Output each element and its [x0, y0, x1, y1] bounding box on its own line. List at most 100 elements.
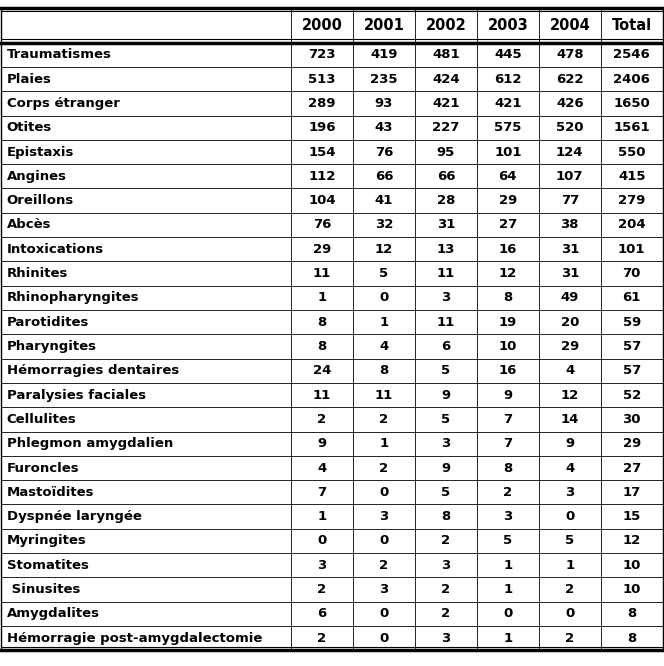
Text: 3: 3: [317, 559, 327, 572]
Text: Dyspnée laryngée: Dyspnée laryngée: [7, 510, 141, 523]
Text: Cellulites: Cellulites: [7, 413, 76, 426]
Text: 0: 0: [379, 486, 388, 499]
Text: 5: 5: [565, 534, 574, 547]
Text: 31: 31: [560, 242, 579, 256]
Text: 8: 8: [503, 291, 513, 304]
Text: 2001: 2001: [363, 18, 404, 33]
Text: Amygdalites: Amygdalites: [7, 607, 100, 621]
Text: 10: 10: [499, 340, 517, 353]
Text: 11: 11: [437, 316, 455, 329]
Text: 11: 11: [374, 388, 393, 402]
Text: 57: 57: [623, 340, 641, 353]
Text: 612: 612: [494, 73, 522, 86]
Text: Intoxications: Intoxications: [7, 242, 104, 256]
Text: 76: 76: [313, 218, 331, 232]
Text: 2: 2: [379, 462, 388, 475]
Text: 520: 520: [556, 121, 584, 135]
Text: 7: 7: [503, 437, 513, 450]
Text: 3: 3: [442, 559, 450, 572]
Text: 11: 11: [313, 388, 331, 402]
Text: 30: 30: [622, 413, 641, 426]
Text: 1: 1: [379, 437, 388, 450]
Text: 426: 426: [556, 97, 584, 110]
Text: 49: 49: [560, 291, 579, 304]
Text: 2: 2: [565, 631, 574, 645]
Text: 17: 17: [623, 486, 641, 499]
Text: 66: 66: [374, 170, 393, 183]
Text: 2: 2: [503, 486, 513, 499]
Text: 64: 64: [499, 170, 517, 183]
Text: 29: 29: [623, 437, 641, 450]
Text: 1: 1: [503, 583, 513, 596]
Text: 421: 421: [494, 97, 522, 110]
Text: 9: 9: [442, 462, 450, 475]
Text: Plaies: Plaies: [7, 73, 52, 86]
Text: Oreillons: Oreillons: [7, 194, 74, 207]
Text: 29: 29: [499, 194, 517, 207]
Text: 196: 196: [308, 121, 336, 135]
Text: 2: 2: [442, 607, 450, 621]
Text: 235: 235: [371, 73, 398, 86]
Text: 5: 5: [442, 486, 450, 499]
Text: 2004: 2004: [549, 18, 590, 33]
Text: 445: 445: [494, 48, 522, 61]
Text: 8: 8: [503, 462, 513, 475]
Text: 3: 3: [503, 510, 513, 523]
Text: 0: 0: [565, 510, 574, 523]
Text: 279: 279: [618, 194, 645, 207]
Text: 2: 2: [379, 413, 388, 426]
Text: 5: 5: [503, 534, 513, 547]
Text: 24: 24: [313, 364, 331, 378]
Text: 0: 0: [379, 607, 388, 621]
Text: 8: 8: [317, 340, 327, 353]
Text: Corps étranger: Corps étranger: [7, 97, 120, 110]
Text: 57: 57: [623, 364, 641, 378]
Text: 550: 550: [618, 145, 645, 159]
Text: Phlegmon amygdalien: Phlegmon amygdalien: [7, 437, 173, 450]
Text: Hémorragie post-amygdalectomie: Hémorragie post-amygdalectomie: [7, 631, 262, 645]
Text: 1: 1: [503, 631, 513, 645]
Text: 41: 41: [374, 194, 393, 207]
Text: 8: 8: [627, 631, 636, 645]
Text: 29: 29: [560, 340, 579, 353]
Text: 0: 0: [317, 534, 327, 547]
Text: 4: 4: [565, 364, 574, 378]
Text: 19: 19: [499, 316, 517, 329]
Text: 622: 622: [556, 73, 584, 86]
Text: 10: 10: [623, 583, 641, 596]
Text: 10: 10: [623, 559, 641, 572]
Text: 5: 5: [442, 413, 450, 426]
Text: Rhinopharyngites: Rhinopharyngites: [7, 291, 139, 304]
Text: 0: 0: [379, 631, 388, 645]
Text: 32: 32: [374, 218, 393, 232]
Text: 14: 14: [560, 413, 579, 426]
Text: Total: Total: [612, 18, 652, 33]
Text: 0: 0: [503, 607, 513, 621]
Text: 204: 204: [618, 218, 645, 232]
Text: Furoncles: Furoncles: [7, 462, 79, 475]
Text: 2: 2: [317, 413, 327, 426]
Text: 2: 2: [317, 631, 327, 645]
Text: 2406: 2406: [614, 73, 650, 86]
Text: 6: 6: [442, 340, 450, 353]
Text: 419: 419: [371, 48, 398, 61]
Text: 8: 8: [379, 364, 388, 378]
Text: 421: 421: [432, 97, 459, 110]
Text: 478: 478: [556, 48, 584, 61]
Text: 2: 2: [442, 534, 450, 547]
Text: 9: 9: [317, 437, 327, 450]
Text: 12: 12: [499, 267, 517, 280]
Text: Abcès: Abcès: [7, 218, 51, 232]
Text: 101: 101: [494, 145, 522, 159]
Text: 289: 289: [308, 97, 336, 110]
Text: 6: 6: [317, 607, 327, 621]
Text: Myringites: Myringites: [7, 534, 86, 547]
Text: 20: 20: [560, 316, 579, 329]
Text: Rhinites: Rhinites: [7, 267, 68, 280]
Text: 3: 3: [442, 631, 450, 645]
Text: 2: 2: [379, 559, 388, 572]
Text: Hémorragies dentaires: Hémorragies dentaires: [7, 364, 179, 378]
Text: 9: 9: [565, 437, 574, 450]
Text: 12: 12: [374, 242, 393, 256]
Text: 0: 0: [379, 291, 388, 304]
